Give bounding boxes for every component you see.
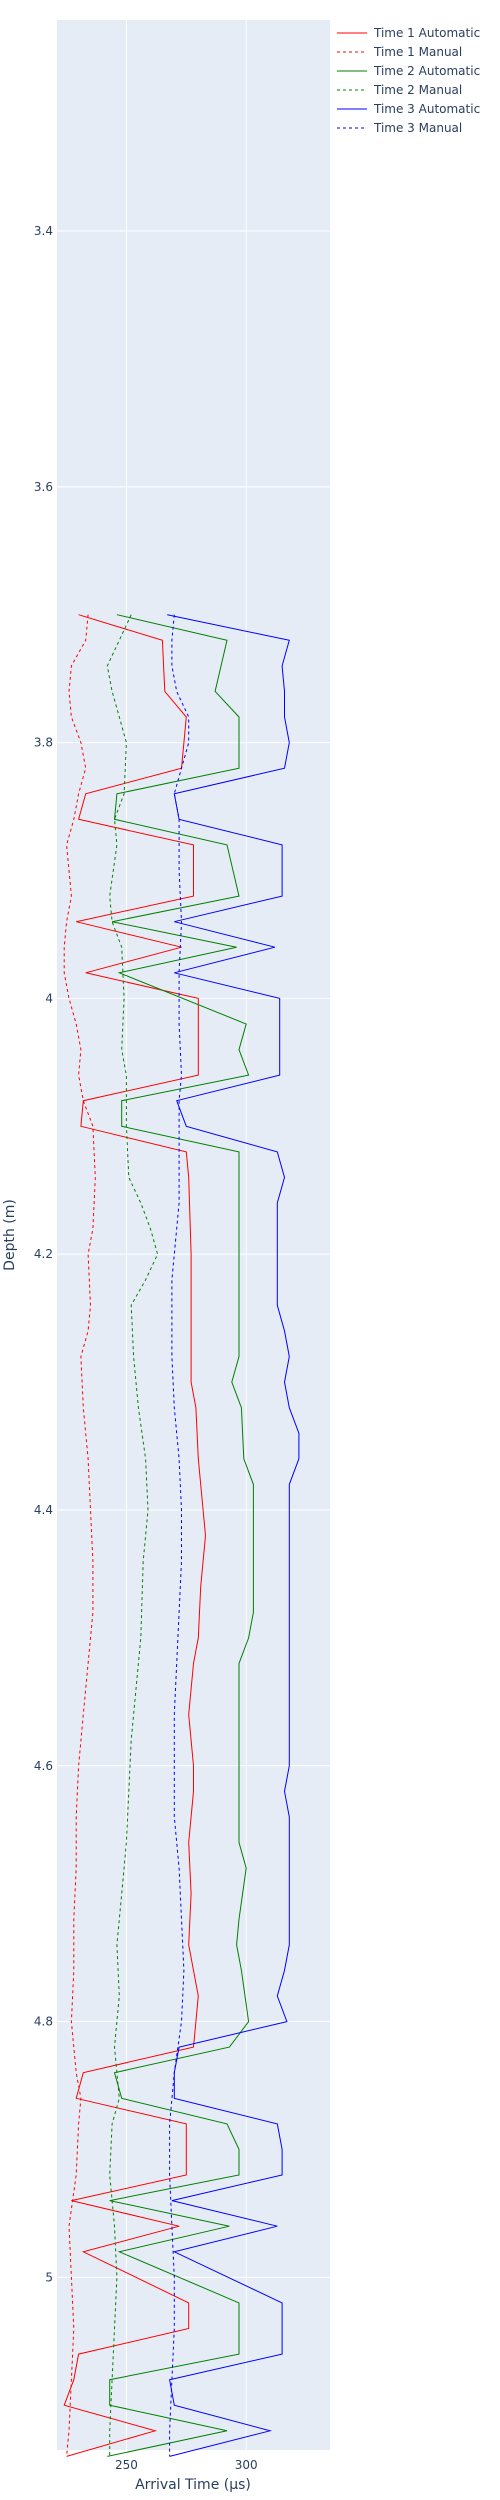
legend-item-2[interactable]: Time 1 Manual [337,45,462,59]
y-tick-label: 3.8 [34,736,53,750]
legend-label: Time 3 Manual [373,121,462,135]
legend[interactable]: Time 1 Automatic Time 1 Manual Time 2 Auto… [337,26,480,135]
series-line-3 [107,614,254,2457]
legend-label: Time 2 Manual [373,83,462,97]
series-line-5 [167,614,300,2457]
grid-lines [57,20,330,2450]
y-tick-label: 4.8 [34,2015,53,2029]
y-tick-label: 4.6 [34,1759,53,1773]
series-line-2 [63,614,96,2457]
y-tick-label: 3.4 [34,224,53,238]
series-line-1 [63,614,207,2457]
legend-item-6[interactable]: Time 3 Manual [337,121,462,135]
legend-item-5[interactable]: Time 3 Automatic [337,102,480,116]
y-tick-label: 4.2 [34,1247,53,1261]
legend-label: Time 3 Automatic [373,102,480,116]
legend-label: Time 1 Manual [373,45,462,59]
x-tick-label: 300 [235,2458,258,2472]
x-tick-label: 250 [115,2458,138,2472]
series-line-6 [169,614,190,2457]
y-tick-label: 5 [45,2270,53,2284]
legend-label: Time 1 Automatic [373,26,480,40]
y-tick-label: 4.4 [34,1503,53,1517]
y-tick-labels: 3.4 3.6 3.8 4 4.2 4.4 4.6 4.8 5 [34,224,53,2284]
y-tick-label: 3.6 [34,480,53,494]
y-tick-label: 4 [45,991,53,1005]
x-tick-labels: 250 300 [115,2458,258,2472]
x-axis-title: Arrival Time (μs) [135,2477,251,2493]
legend-item-3[interactable]: Time 2 Automatic [337,64,480,78]
plot-background [57,20,330,2450]
y-axis-title: Depth (m) [2,1199,18,1271]
legend-label: Time 2 Automatic [373,64,480,78]
series-layer [63,614,300,2457]
series-line-4 [106,614,159,2457]
legend-item-1[interactable]: Time 1 Automatic [337,26,480,40]
legend-item-4[interactable]: Time 2 Manual [337,83,462,97]
